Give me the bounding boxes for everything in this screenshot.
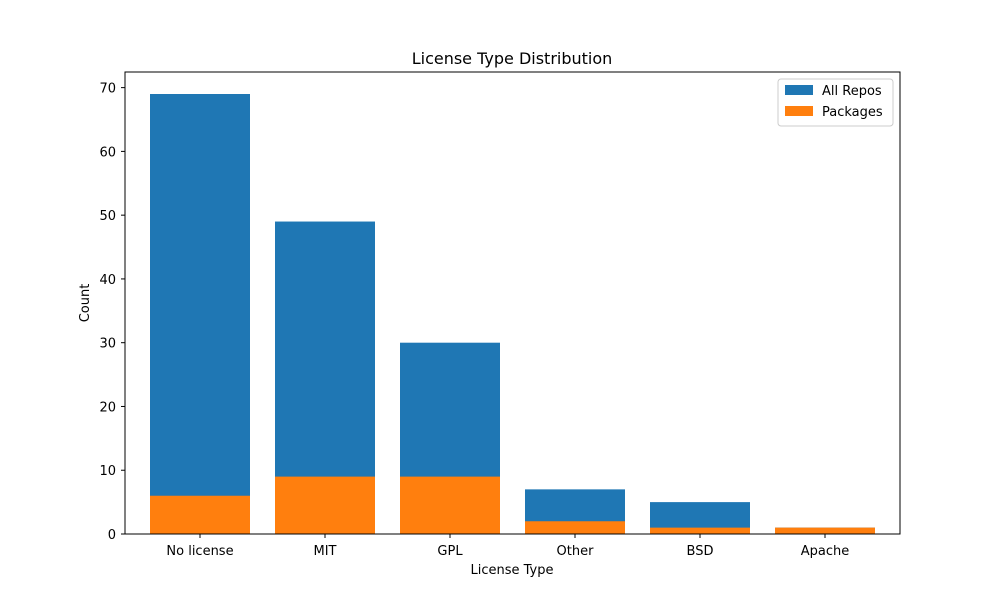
y-tick-label: 40 [99, 273, 116, 288]
y-tick-label: 50 [99, 209, 116, 224]
legend-swatch-packages [785, 106, 813, 116]
x-tick-label-mit: MIT [314, 544, 337, 559]
legend: All Repos Packages [777, 78, 894, 127]
y-tick-label: 70 [99, 82, 116, 97]
y-tick-label: 10 [99, 464, 116, 479]
y-tick-label: 30 [99, 337, 116, 352]
x-axis: No license MIT GPL Other BSD Apache [166, 534, 849, 559]
y-tick-label: 20 [99, 400, 116, 415]
bar-packages-no-license [150, 495, 250, 534]
x-tick-label-bsd: BSD [687, 544, 714, 559]
y-tick-label: 60 [99, 145, 116, 160]
bar-packages-other [525, 521, 625, 534]
y-tick-label: 0 [108, 528, 116, 543]
bar-packages-apache [775, 527, 875, 534]
x-tick-label-apache: Apache [801, 544, 850, 559]
plot-frame [124, 71, 901, 535]
x-axis-label: License Type [470, 563, 553, 578]
chart-title: License Type Distribution [412, 49, 613, 68]
x-tick-label-no-license: No license [166, 544, 233, 559]
bar-packages-mit [275, 476, 375, 534]
bar-all-repos-no-license [150, 94, 250, 534]
bars-layer [150, 94, 875, 534]
bar-packages-bsd [650, 527, 750, 534]
y-axis: 0 10 20 30 40 50 60 70 [99, 82, 125, 543]
x-tick-label-gpl: GPL [437, 544, 463, 559]
x-tick-label-other: Other [557, 544, 595, 559]
bar-packages-gpl [400, 476, 500, 534]
y-axis-label: Count [78, 284, 93, 323]
legend-swatch-all-repos [785, 85, 813, 95]
legend-label-all-repos: All Repos [822, 84, 882, 99]
legend-label-packages: Packages [822, 105, 883, 120]
